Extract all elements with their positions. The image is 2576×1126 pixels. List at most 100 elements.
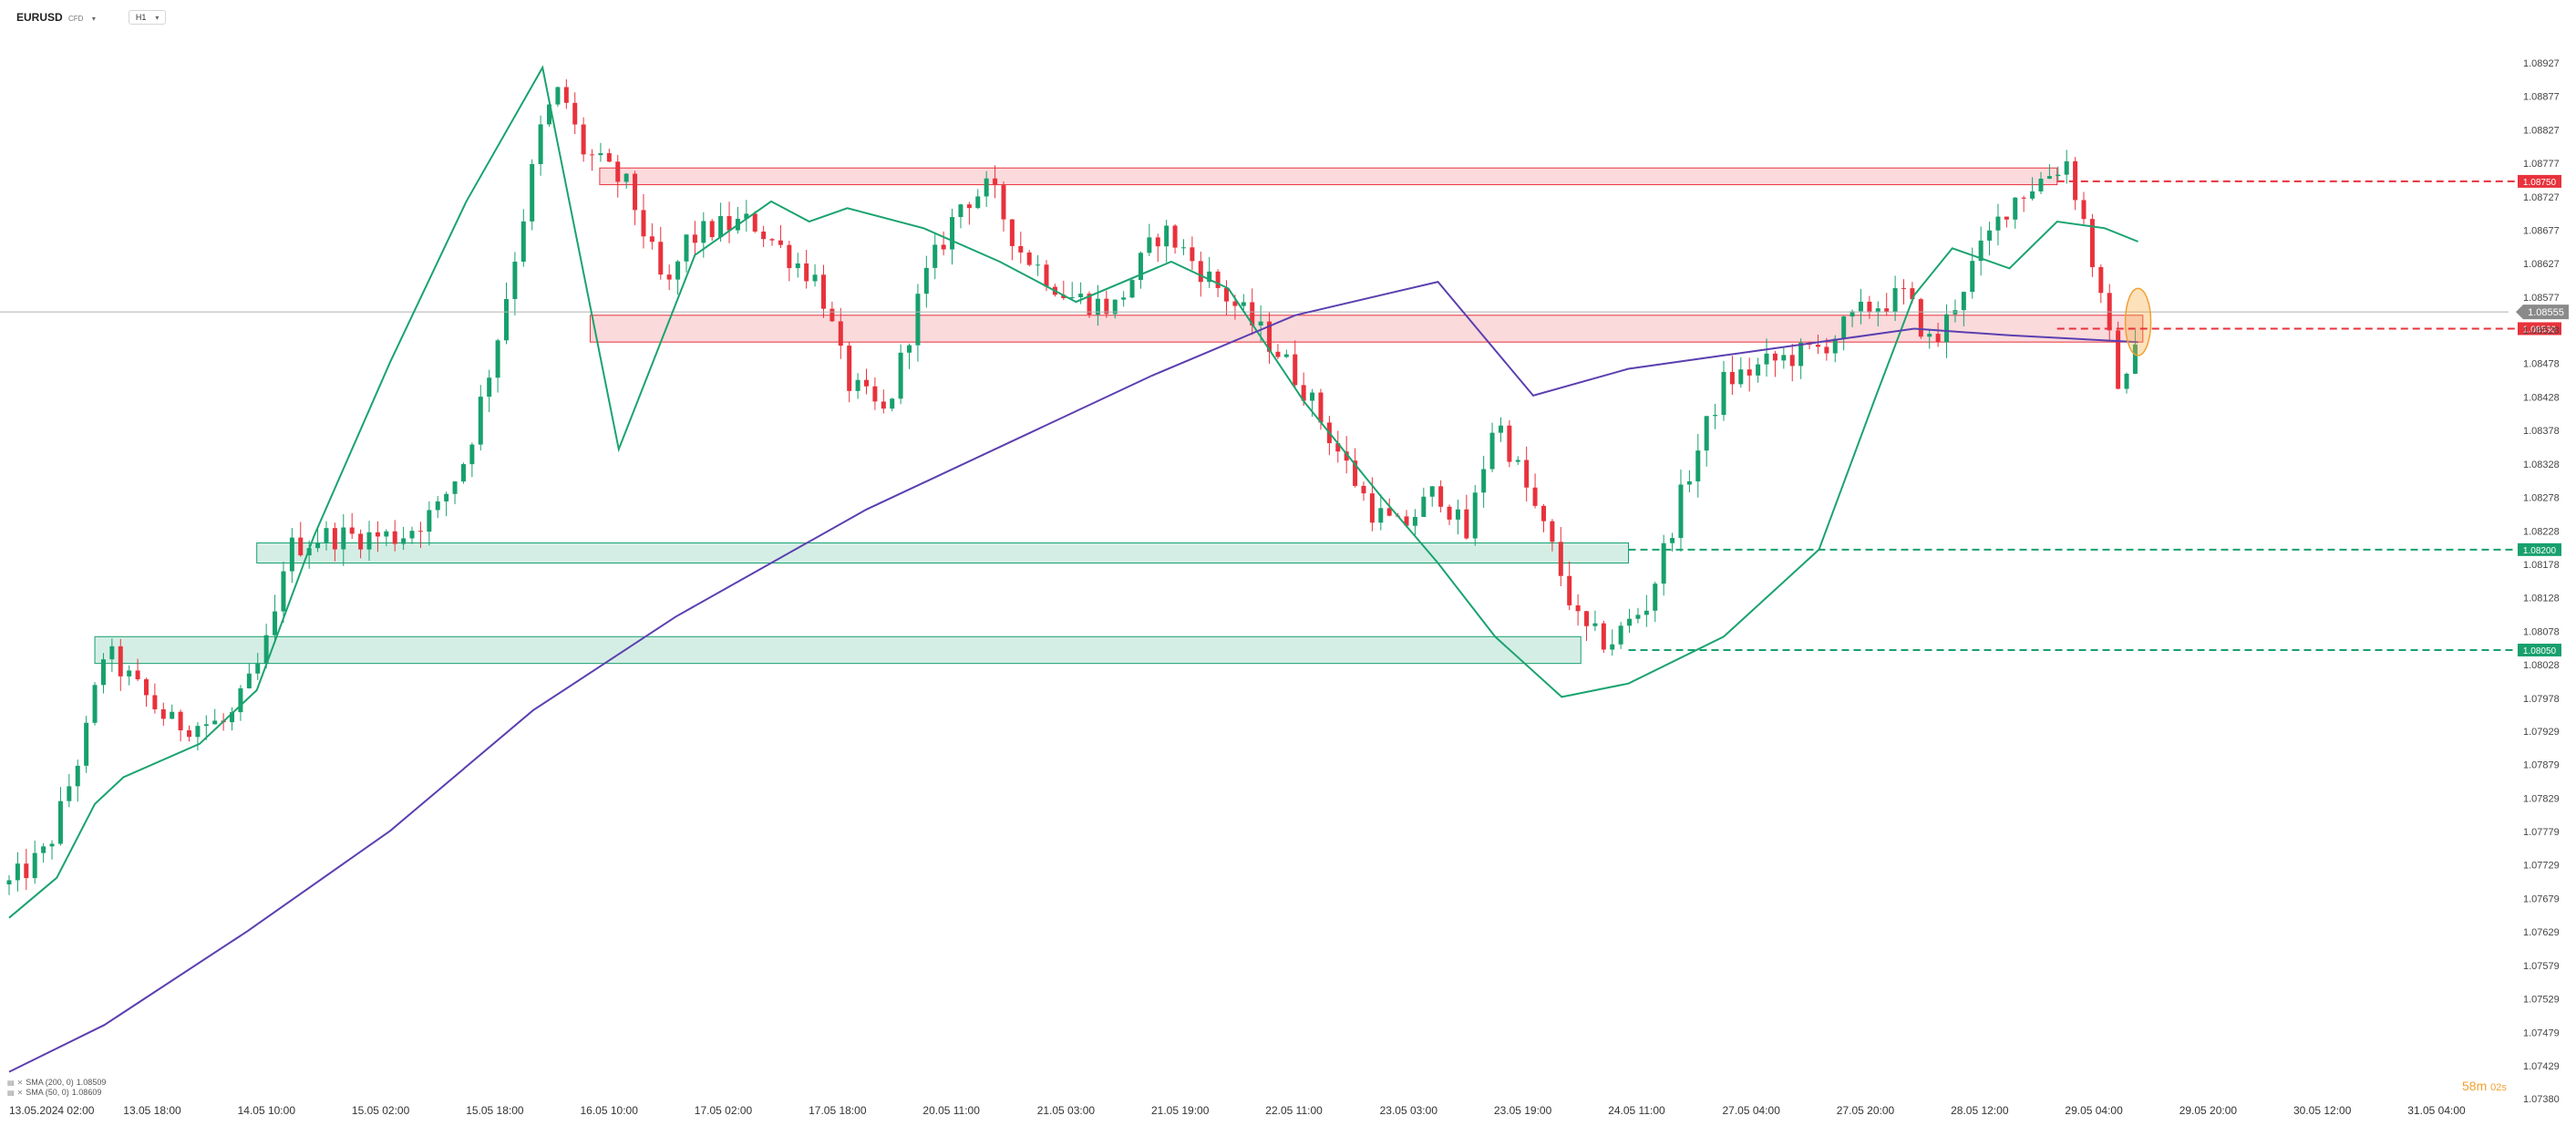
candle xyxy=(530,159,535,231)
candle-body xyxy=(633,173,638,211)
candle-body xyxy=(1207,271,1212,283)
candle-body xyxy=(1095,298,1100,315)
candle-body xyxy=(769,239,775,241)
candle xyxy=(984,170,989,208)
candle xyxy=(1695,433,1701,498)
candle-body xyxy=(1335,443,1341,452)
candle xyxy=(1438,480,1444,513)
timeframe-selector[interactable]: H1 ▾ xyxy=(128,10,167,25)
candle xyxy=(1353,448,1358,488)
candle xyxy=(24,848,29,891)
price-axis[interactable]: 1.08927 1.08877 1.08827 1.08777 1.08727 1.086… xyxy=(2516,58,2569,1105)
candle-body xyxy=(281,571,286,612)
candle-body xyxy=(1155,237,1160,247)
candle xyxy=(812,263,818,287)
candle xyxy=(1635,607,1641,624)
candle xyxy=(1138,251,1143,289)
candle xyxy=(1455,499,1460,535)
candle-body xyxy=(503,298,509,341)
timeframe-label: H1 xyxy=(135,13,147,22)
candle-body xyxy=(1190,247,1195,262)
candle xyxy=(1404,510,1409,528)
candle-body xyxy=(298,537,304,556)
candle-body xyxy=(1798,342,1804,367)
candle xyxy=(118,638,123,691)
candle xyxy=(1661,534,1666,596)
indicator-settings-icon[interactable]: ▤ xyxy=(7,1089,15,1097)
candle xyxy=(1207,256,1212,288)
candle xyxy=(15,852,20,892)
candle-body xyxy=(366,532,372,550)
x-tick-label: 17.05 02:00 xyxy=(695,1104,753,1117)
y-tick-label: 1.08178 xyxy=(2523,560,2560,571)
countdown-seconds: 02s xyxy=(2490,1082,2507,1093)
resistance-zone-0 xyxy=(599,167,2058,186)
candle-body xyxy=(1283,354,1289,357)
y-tick-label: 1.08677 xyxy=(2523,226,2560,237)
candle xyxy=(666,264,672,291)
candle-body xyxy=(178,711,183,731)
candle xyxy=(1061,280,1066,300)
candle xyxy=(1121,291,1127,307)
candle xyxy=(1601,620,1606,654)
indicator-settings-icon[interactable]: ▤ xyxy=(7,1079,15,1087)
candle-body xyxy=(1918,299,1923,337)
candle-body xyxy=(1489,432,1495,470)
candle-body xyxy=(538,124,543,164)
candle-body xyxy=(820,274,826,309)
legend-item-sma50[interactable]: ▤ ✕ SMA (50, 0) 1.08609 xyxy=(7,1088,106,1098)
candle xyxy=(1489,422,1495,472)
candle-body xyxy=(1241,302,1246,306)
candle-body xyxy=(1498,425,1503,433)
close-icon[interactable]: ✕ xyxy=(16,1079,24,1087)
candle xyxy=(1532,473,1538,509)
candle xyxy=(2132,329,2138,375)
candle-body xyxy=(1944,314,1950,343)
candle xyxy=(324,521,329,551)
price-label-bg xyxy=(2518,542,2561,556)
candle xyxy=(890,398,895,412)
candle-body xyxy=(401,538,407,544)
close-icon[interactable]: ✕ xyxy=(16,1089,24,1097)
candle xyxy=(1147,223,1152,256)
candle xyxy=(32,841,37,884)
candle-body xyxy=(1601,623,1606,650)
legend-item-sma200[interactable]: ▤ ✕ SMA (200, 0) 1.08509 xyxy=(7,1078,106,1088)
candle-body xyxy=(495,340,500,378)
candle-body xyxy=(15,863,20,881)
candle xyxy=(452,480,458,504)
candle-body xyxy=(375,532,380,537)
x-tick-label: 29.05 04:00 xyxy=(2065,1104,2123,1117)
price-label-text: 1.08750 xyxy=(2523,178,2557,188)
candle-body xyxy=(6,880,12,884)
time-axis[interactable]: 13.05.2024 02:00 13.05 18:00 14.05 10:00 15… xyxy=(9,1104,2466,1117)
candle xyxy=(358,529,364,559)
candle xyxy=(520,209,526,267)
candle xyxy=(915,284,921,362)
chevron-down-icon[interactable]: ▾ xyxy=(91,15,96,23)
x-tick-label: 17.05 18:00 xyxy=(809,1104,867,1117)
candle xyxy=(1867,295,1872,319)
candle-body xyxy=(890,398,895,409)
candle xyxy=(281,562,286,623)
candle xyxy=(1550,519,1555,552)
candle xyxy=(57,787,63,846)
candle-body xyxy=(1369,493,1375,523)
candle xyxy=(203,715,209,740)
symbol-selector[interactable]: EURUSD CFD ▾ xyxy=(16,11,96,24)
candle xyxy=(872,377,878,410)
candle xyxy=(1267,311,1273,364)
candle xyxy=(795,253,800,278)
candle xyxy=(1686,470,1692,493)
candle-body xyxy=(417,531,423,532)
y-tick-label: 1.08927 xyxy=(2523,58,2560,69)
candle-body xyxy=(1721,371,1726,416)
candle-body xyxy=(1884,308,1890,313)
candle-body xyxy=(923,267,929,294)
candle xyxy=(701,212,706,258)
y-tick-label: 1.08478 xyxy=(2523,359,2560,370)
y-tick-label: 1.07729 xyxy=(2523,861,2560,872)
candle xyxy=(1567,561,1572,611)
candle xyxy=(1224,280,1230,315)
